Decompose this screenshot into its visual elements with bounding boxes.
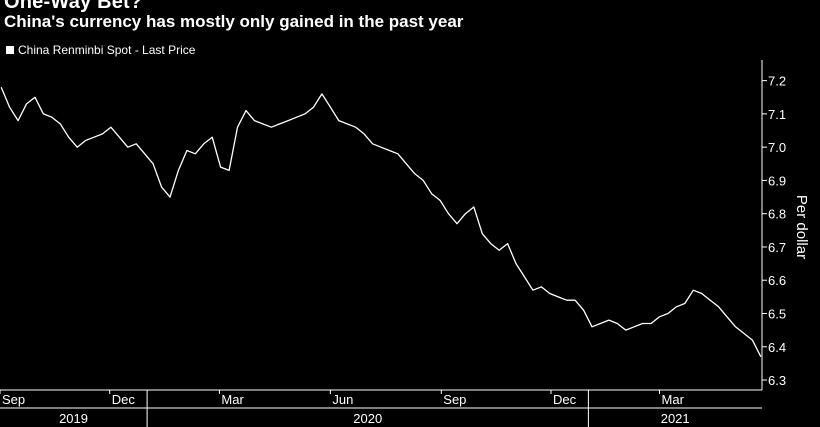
axes: [0, 60, 767, 427]
x-tick-label: Dec: [553, 392, 577, 407]
year-label: 2020: [353, 411, 382, 426]
y-tick-label: 6.4: [768, 340, 786, 355]
x-tick-label: Jun: [332, 392, 353, 407]
y-tick-label: 6.7: [768, 240, 786, 255]
y-tick-label: 6.8: [768, 207, 786, 222]
y-tick-label: 6.9: [768, 173, 786, 188]
x-tick-label: Sep: [443, 392, 466, 407]
legend-swatch: [6, 46, 14, 54]
chart-subtitle: China's currency has mostly only gained …: [4, 12, 464, 31]
legend-label: China Renminbi Spot - Last Price: [18, 43, 196, 57]
y-tick-label: 6.3: [768, 373, 786, 388]
chart-title: One-Way Bet?: [4, 0, 143, 13]
x-tick-label: Sep: [2, 392, 25, 407]
y-tick-label: 7.2: [768, 74, 786, 89]
y-tick-label: 7.0: [768, 140, 786, 155]
x-tick-label: Mar: [662, 392, 685, 407]
year-label: 2021: [661, 411, 690, 426]
y-tick-label: 6.6: [768, 273, 786, 288]
x-tick-label: Mar: [221, 392, 244, 407]
plot-area: [0, 87, 762, 357]
year-label: 2019: [59, 411, 88, 426]
x-tick-label: Dec: [112, 392, 136, 407]
y-tick-label: 7.1: [768, 107, 786, 122]
legend: China Renminbi Spot - Last Price: [6, 43, 195, 57]
series-line: [0, 87, 762, 357]
y-axis-title: Per dollar: [793, 195, 810, 259]
axis-labels: 7.2 7.1 7.0 6.9 6.8 6.7 6.6 6.5 6.4 6.3 Per dollar…: [2, 74, 810, 426]
y-tick-label: 6.5: [768, 306, 786, 321]
